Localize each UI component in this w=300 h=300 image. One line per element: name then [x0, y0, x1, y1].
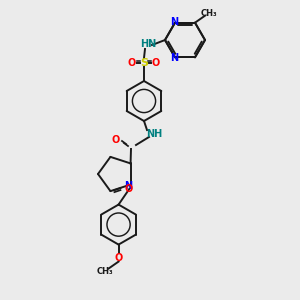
- Text: O: O: [152, 58, 160, 68]
- Text: CH₃: CH₃: [201, 9, 217, 18]
- Text: O: O: [128, 58, 136, 68]
- Text: O: O: [112, 135, 120, 145]
- Text: HN: HN: [140, 39, 156, 49]
- Text: O: O: [124, 184, 133, 194]
- Text: N: N: [170, 17, 178, 27]
- Text: S: S: [140, 58, 148, 68]
- Text: N: N: [124, 181, 133, 190]
- Text: O: O: [114, 253, 123, 262]
- Text: N: N: [170, 53, 178, 63]
- Text: CH₃: CH₃: [96, 267, 113, 276]
- Text: NH: NH: [146, 129, 162, 139]
